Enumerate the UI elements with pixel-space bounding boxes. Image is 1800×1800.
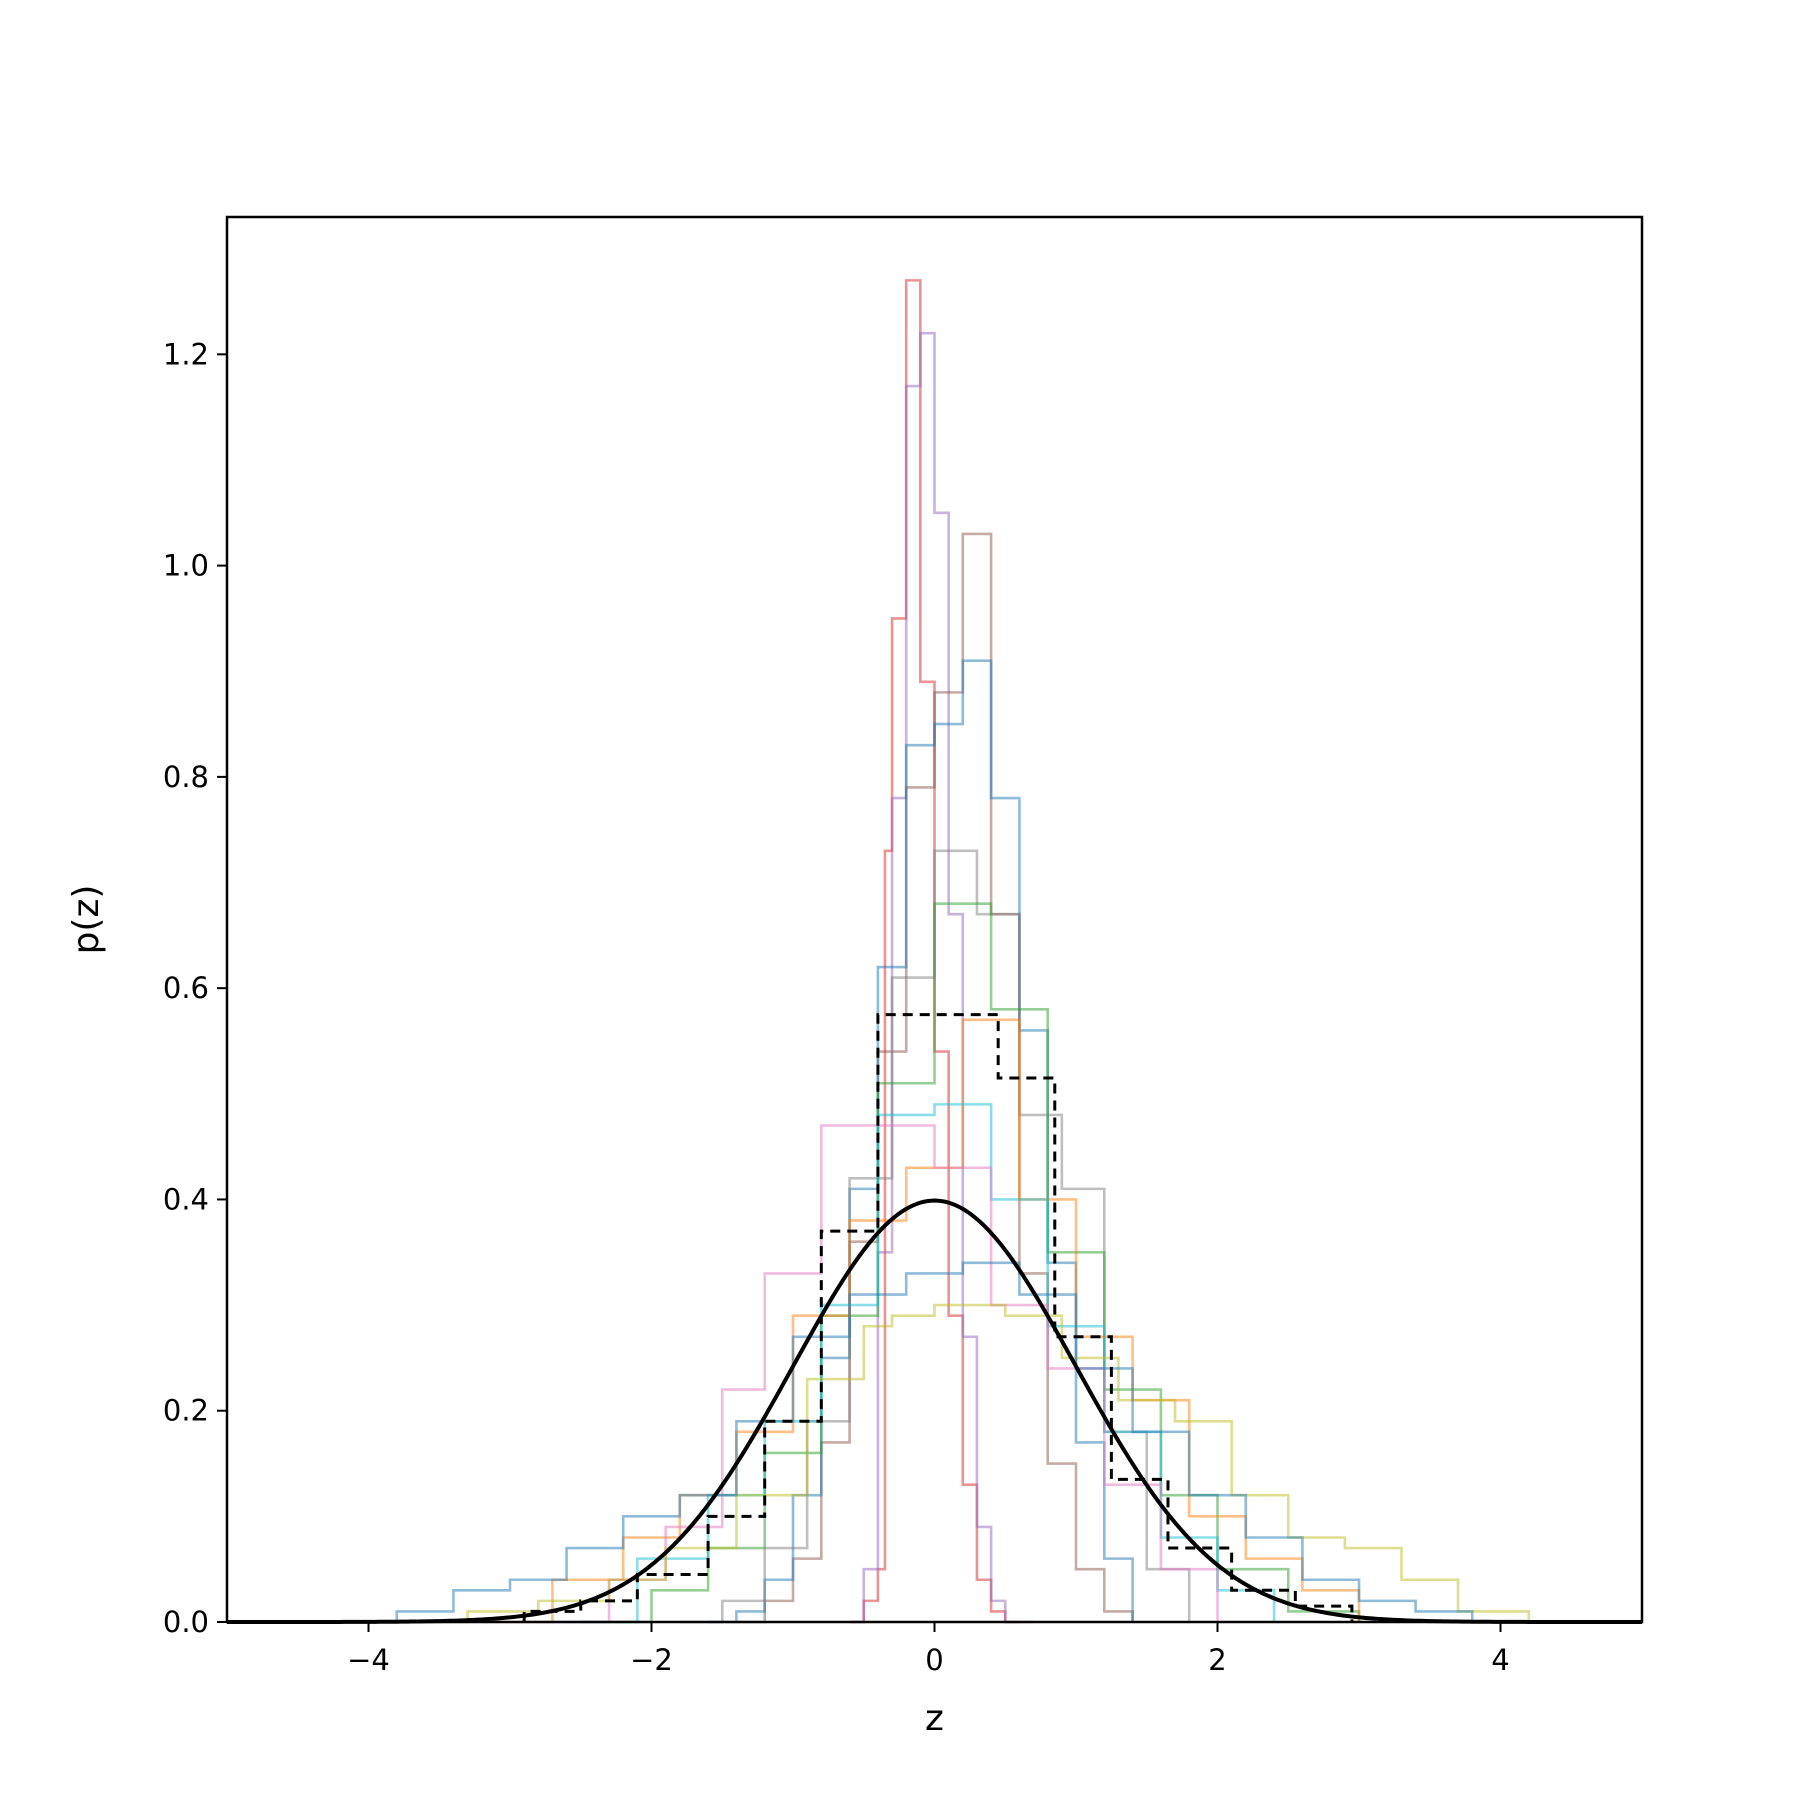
x-tick-label: 2 [1208, 1643, 1226, 1677]
x-tick-label: 4 [1491, 1643, 1509, 1677]
x-tick-label: −2 [630, 1643, 673, 1677]
y-tick-label: 0.4 [163, 1182, 209, 1216]
series-histogram-3 [736, 532, 1134, 1624]
x-tick-label: 0 [925, 1643, 943, 1677]
y-tick-label: 1.2 [163, 337, 209, 371]
y-axis-label: p(z) [66, 885, 107, 955]
series-histogram-11 [340, 1261, 1474, 1624]
y-tick-label: 0.8 [163, 760, 209, 794]
y-tick-label: 0.0 [163, 1605, 209, 1639]
series-histogram-9 [538, 1124, 1219, 1624]
reference-normal-curve [227, 1198, 1642, 1624]
x-axis-label: z [925, 1698, 944, 1739]
y-tick-label: 0.6 [163, 971, 209, 1005]
y-tick-label: 0.2 [163, 1394, 209, 1428]
series-histogram-7 [481, 1018, 1361, 1624]
y-tick-label: 1.0 [163, 549, 209, 583]
series-histogram-4 [708, 659, 1134, 1624]
series-histogram-10 [410, 1303, 1531, 1624]
series-layer [340, 279, 1531, 1624]
y-axis: 0.0 0.2 0.4 0.6 0.8 1.0 1.2 [163, 337, 227, 1639]
x-tick-label: −4 [347, 1643, 390, 1677]
series-mean-histogram [522, 1013, 1354, 1622]
x-axis: −4 −2 0 2 4 [347, 1622, 1510, 1677]
